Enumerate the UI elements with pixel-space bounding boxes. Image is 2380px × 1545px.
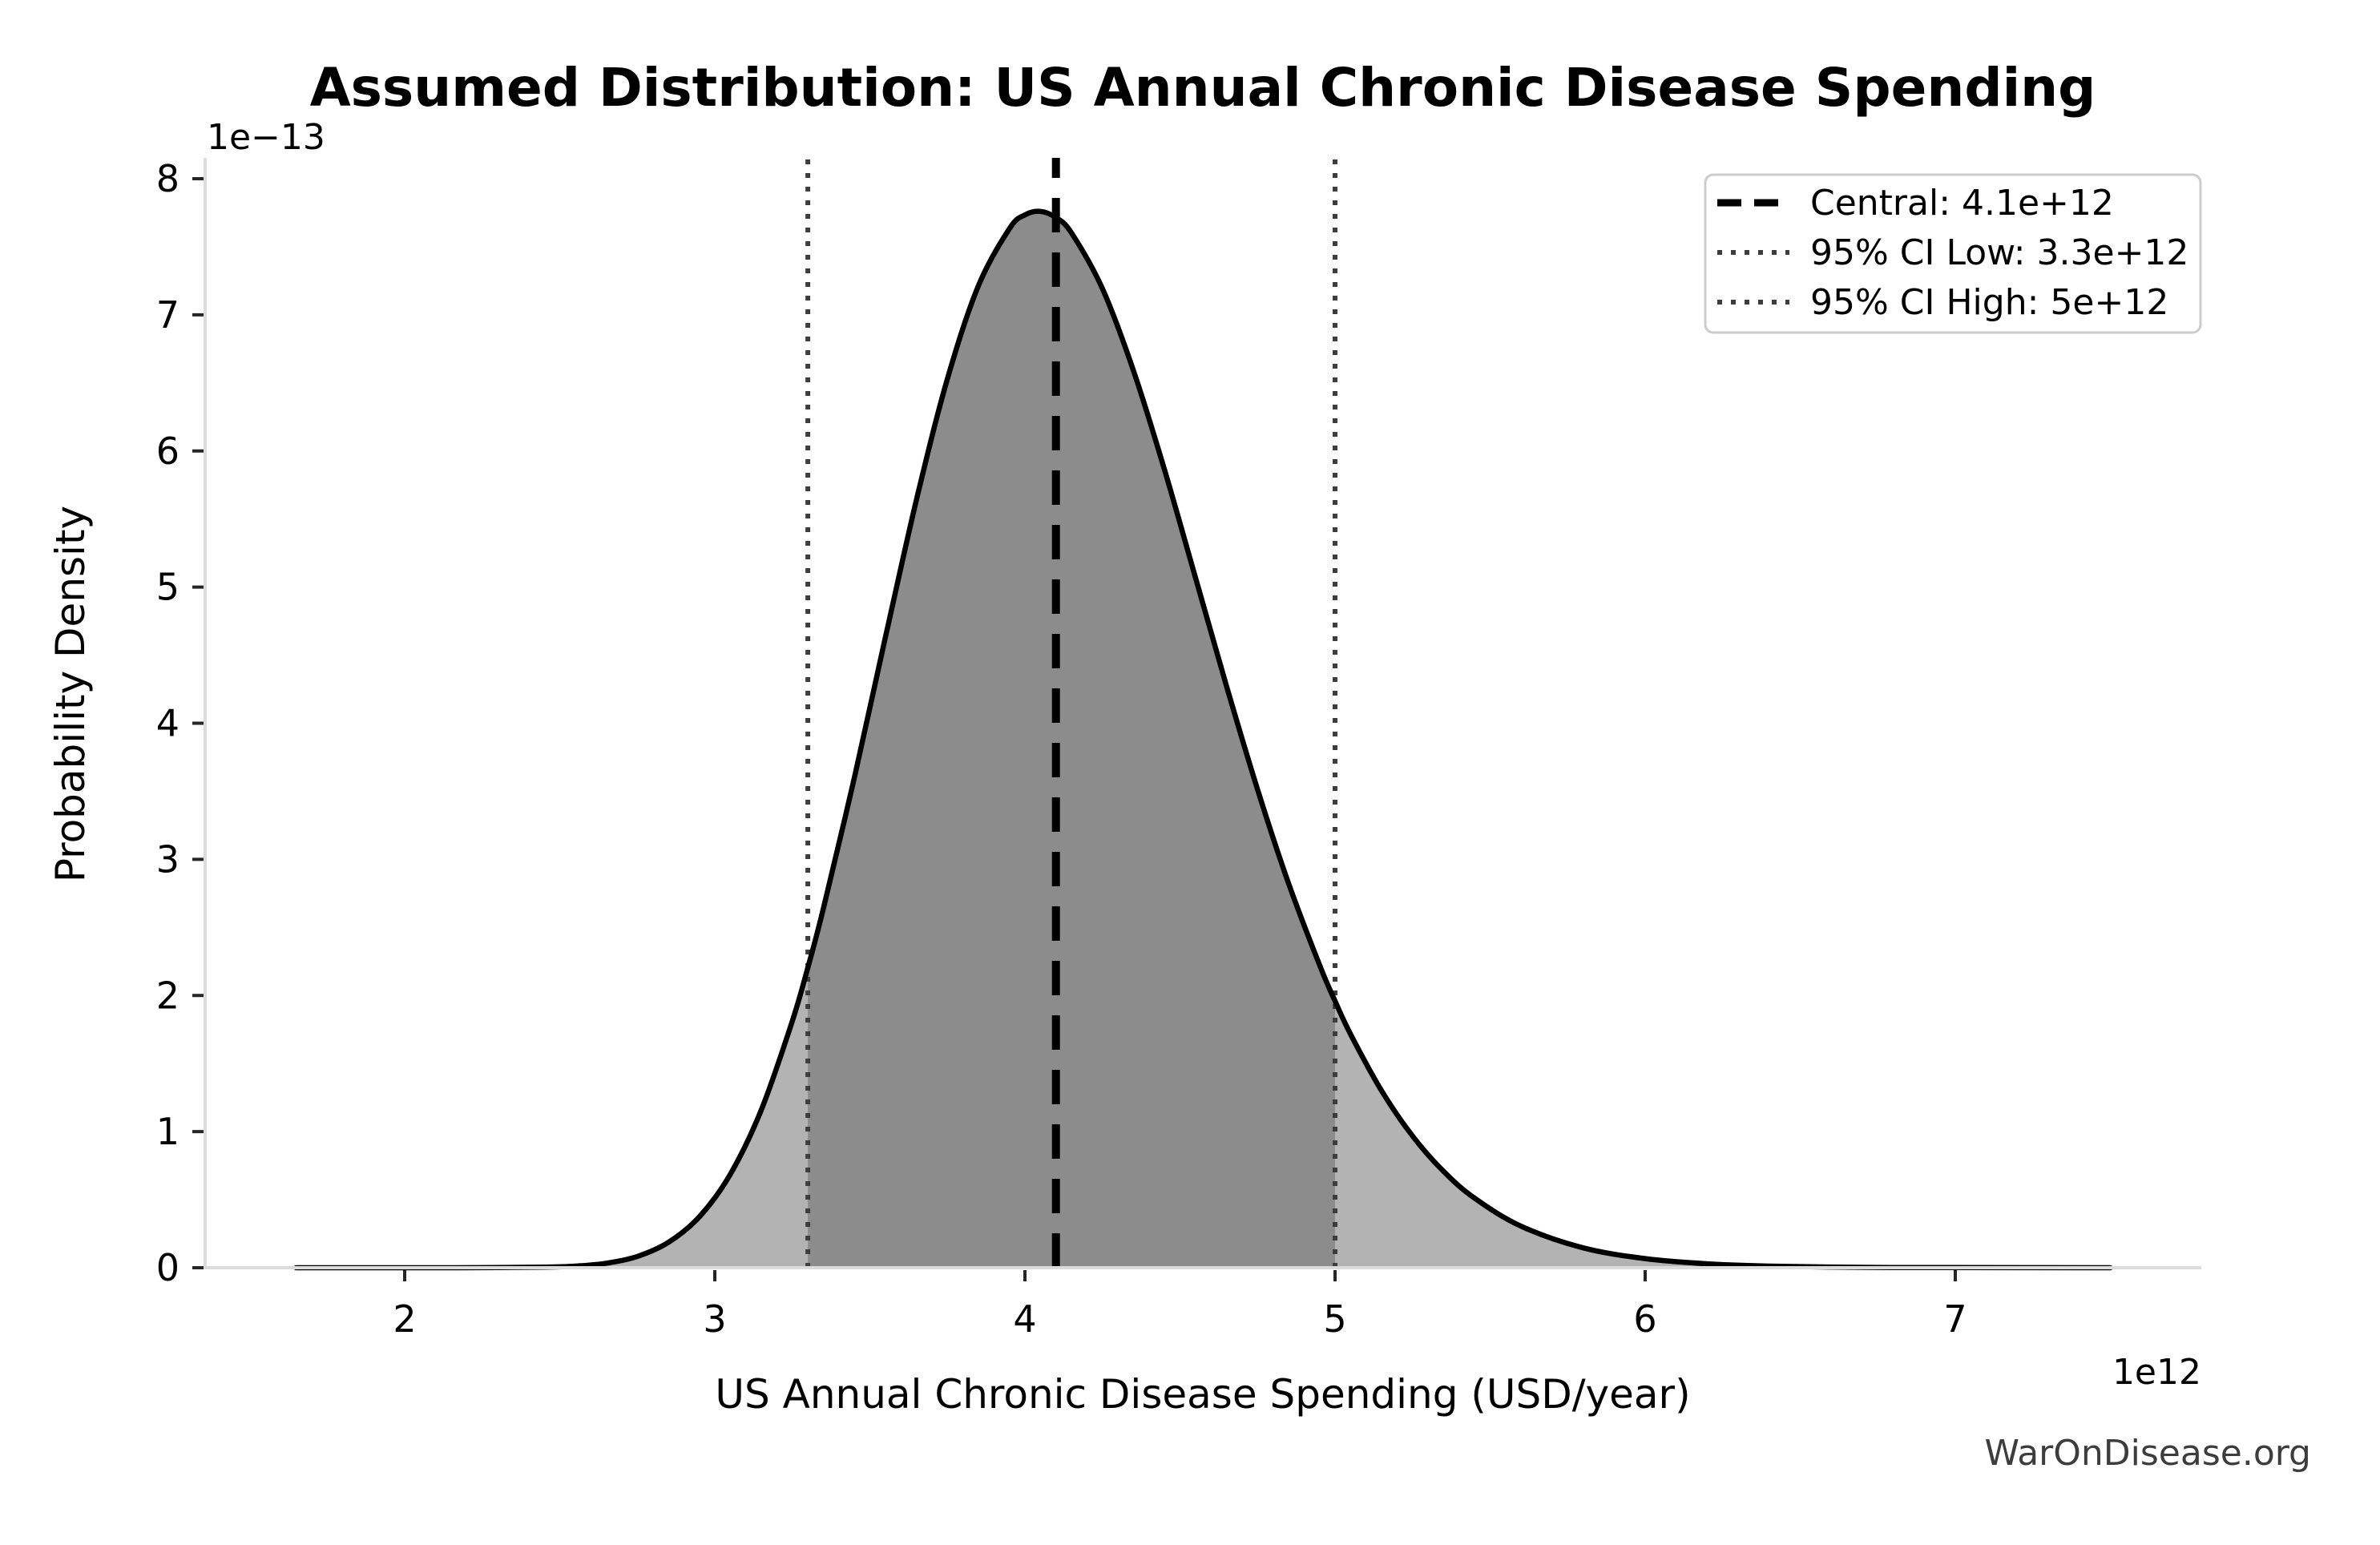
y-tick-label: 5	[156, 566, 180, 609]
x-tick-label: 5	[1323, 1297, 1346, 1341]
legend-central-label: Central: 4.1e+12	[1810, 183, 2114, 224]
axes: 0 1 2 3 4 5 6 7 8 2 3 4 5 6 7	[156, 157, 2201, 1341]
watermark: WarOnDisease.org	[1985, 1433, 2311, 1474]
x-tick-label: 6	[1633, 1297, 1656, 1341]
density-curve	[293, 208, 2113, 1271]
legend: Central: 4.1e+12 95% CI Low: 3.3e+12 95%…	[1704, 173, 2202, 334]
y-tick-label: 1	[156, 1110, 180, 1153]
y-tick-label: 4	[156, 702, 180, 745]
x-tick-label: 7	[1943, 1297, 1967, 1341]
y-tick-label: 6	[156, 430, 180, 473]
x-axis-offset-label: 1e12	[2112, 1352, 2201, 1393]
marker-lines	[293, 158, 2113, 1271]
y-tick-label: 8	[156, 157, 180, 200]
y-axis-label: Probability Density	[47, 506, 94, 882]
legend-ci-low-label: 95% CI Low: 3.3e+12	[1810, 232, 2188, 273]
density-fills	[296, 211, 2111, 1268]
chart-title: Assumed Distribution: US Annual Chronic …	[310, 57, 2096, 119]
y-tick-label: 0	[156, 1246, 180, 1289]
x-tick-label: 4	[1013, 1297, 1036, 1341]
x-axis-label: US Annual Chronic Disease Spending (USD/…	[715, 1371, 1690, 1418]
legend-ci-high-label: 95% CI High: 5e+12	[1810, 282, 2168, 323]
y-tick-label: 7	[156, 293, 180, 337]
y-axis-offset-label: 1e−13	[207, 117, 325, 158]
legend-box	[1704, 173, 2202, 334]
x-tick-label: 3	[703, 1297, 726, 1341]
y-tick-label: 2	[156, 974, 180, 1017]
density-fill-ci	[808, 211, 1335, 1268]
y-tick-label: 3	[156, 837, 180, 881]
x-tick-label: 2	[393, 1297, 416, 1341]
